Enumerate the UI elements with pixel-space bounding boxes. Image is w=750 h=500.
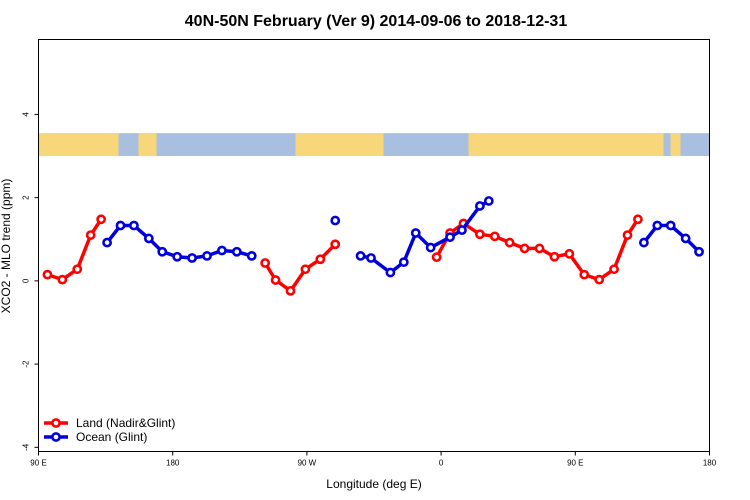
- legend-marker-ocean: [51, 432, 61, 442]
- chart-title: 40N-50N February (Ver 9) 2014-09-06 to 2…: [185, 13, 568, 30]
- data-point-ocean: [638, 237, 649, 248]
- data-point-ocean: [385, 267, 396, 278]
- map-land: [468, 133, 664, 157]
- data-point-land: [285, 285, 296, 296]
- data-point-land: [300, 264, 311, 275]
- data-point-ocean: [246, 251, 257, 261]
- data-point-land: [633, 214, 643, 225]
- data-point-land: [42, 269, 53, 280]
- x-tick-label: 180: [166, 459, 180, 468]
- data-point-ocean: [330, 215, 341, 226]
- x-axis: 90 E 180 90 W 0 90 E 180: [30, 451, 717, 468]
- y-tick-label: -4: [22, 443, 31, 451]
- data-point-ocean: [202, 251, 212, 261]
- data-point-land: [609, 264, 619, 275]
- data-point-ocean: [157, 246, 168, 257]
- legend-label-ocean: Ocean (Glint): [76, 430, 147, 444]
- y-axis: -4 -2 0 2 4: [22, 112, 39, 451]
- data-point-ocean: [445, 232, 455, 243]
- data-point-ocean: [143, 233, 154, 244]
- data-point-land: [579, 269, 590, 280]
- data-point-land: [315, 254, 326, 265]
- data-point-ocean: [355, 251, 366, 261]
- data-point-land: [594, 274, 605, 285]
- data-point-land: [474, 229, 485, 240]
- data-point-land: [85, 230, 96, 240]
- data-point-ocean: [115, 220, 126, 231]
- x-tick-label: 0: [439, 459, 444, 468]
- data-point-ocean: [680, 233, 691, 244]
- y-tick-label: 4: [22, 112, 31, 117]
- series-line-ocean: [360, 199, 490, 275]
- legend-marker-land: [51, 418, 61, 428]
- data-point-land: [622, 230, 633, 240]
- data-point-land: [96, 214, 107, 225]
- data-point-land: [534, 243, 545, 254]
- series-layer: [42, 196, 704, 296]
- y-axis-label: XCO2 - MLO trend (ppm): [0, 179, 13, 314]
- plot-frame: [38, 39, 710, 452]
- data-point-land: [57, 274, 68, 285]
- data-point-ocean: [129, 220, 139, 231]
- data-point-ocean: [102, 237, 112, 248]
- x-tick-label: 90 E: [567, 459, 583, 468]
- x-axis-label: Longitude (deg E): [326, 477, 421, 491]
- y-tick-label: 0: [22, 278, 31, 283]
- data-point-land: [519, 243, 530, 254]
- data-point-land: [549, 251, 560, 262]
- legend-background: [40, 412, 190, 450]
- x-tick-label: 90 W: [298, 459, 317, 468]
- data-point-ocean: [217, 245, 227, 256]
- y-tick-label: 2: [22, 195, 31, 200]
- map-land: [38, 133, 119, 157]
- x-tick-label: 180: [703, 459, 717, 468]
- data-point-ocean: [398, 257, 409, 268]
- data-point-land: [270, 275, 281, 285]
- data-point-ocean: [172, 251, 183, 262]
- map-land: [670, 133, 681, 157]
- data-point-ocean: [410, 228, 421, 238]
- data-point-ocean: [425, 242, 436, 253]
- data-point-ocean: [187, 253, 197, 263]
- data-point-ocean: [474, 201, 485, 211]
- data-point-ocean: [694, 246, 704, 257]
- data-point-ocean: [231, 246, 242, 257]
- background-map-strip: [38, 133, 710, 157]
- map-land: [295, 133, 384, 157]
- data-point-land: [504, 237, 515, 248]
- legend: Land (Nadir&Glint) Ocean (Glint): [40, 412, 190, 450]
- x-tick-label: 90 E: [30, 459, 46, 468]
- map-land: [138, 133, 157, 157]
- data-point-ocean: [652, 220, 663, 231]
- data-point-land: [260, 258, 271, 268]
- data-point-land: [564, 248, 575, 259]
- y-tick-label: -2: [22, 360, 31, 368]
- data-point-land: [330, 239, 341, 250]
- data-point-ocean: [366, 253, 376, 263]
- data-point-land: [431, 252, 442, 263]
- data-point-ocean: [457, 225, 467, 236]
- data-point-ocean: [665, 220, 676, 231]
- data-point-ocean: [483, 196, 494, 206]
- data-point-land: [72, 264, 83, 275]
- data-point-land: [489, 231, 500, 242]
- legend-label-land: Land (Nadir&Glint): [76, 416, 175, 430]
